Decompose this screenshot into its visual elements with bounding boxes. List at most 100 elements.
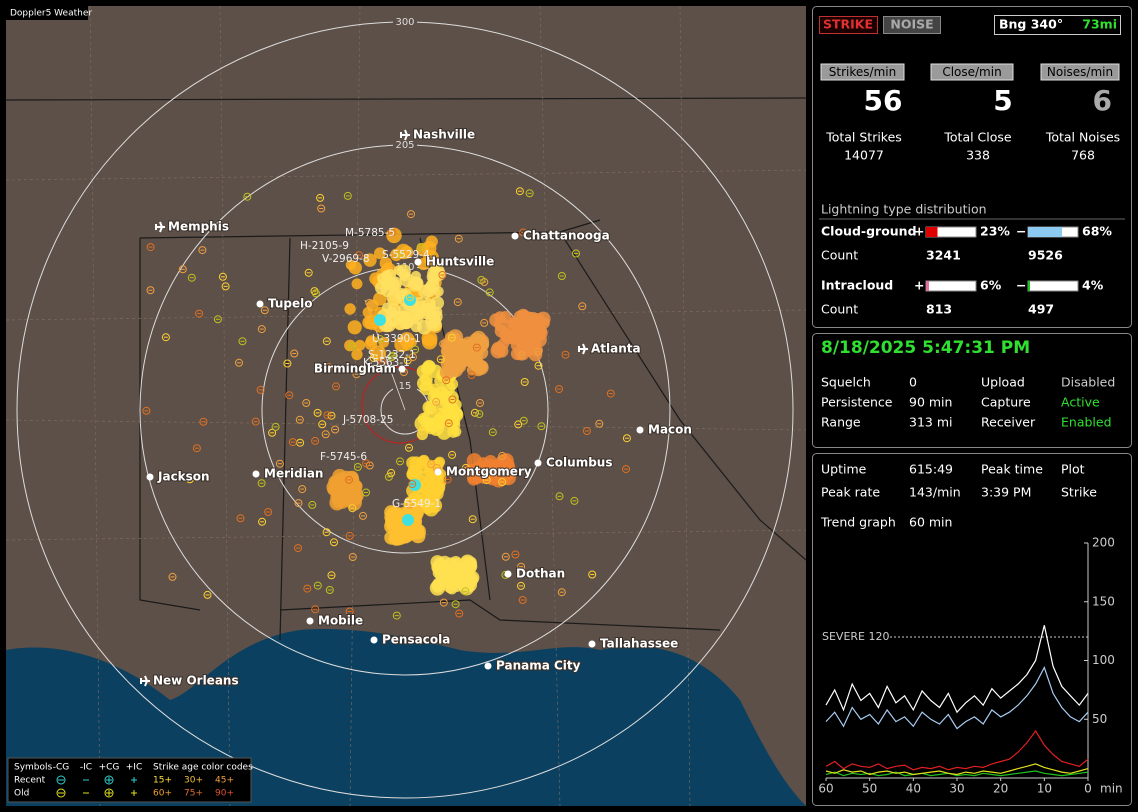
- strike-symbol: [430, 296, 445, 310]
- rate-value: 56: [864, 84, 903, 117]
- city-label: Huntsville: [426, 255, 494, 269]
- strike-symbol: [322, 337, 331, 346]
- strike-symbol: [519, 309, 531, 321]
- strike-symbol: [302, 399, 311, 407]
- city-label: Dothan: [516, 567, 565, 581]
- strike-symbol: [311, 436, 320, 445]
- strike-symbol: [146, 243, 155, 252]
- total-value: 14077: [844, 148, 884, 163]
- setting-text: Disabled: [1061, 375, 1115, 390]
- strike-symbol: [316, 193, 325, 202]
- range-label-bg: [393, 380, 417, 392]
- y-tick-label: 150: [1092, 594, 1115, 608]
- legend-age: 15+: [153, 776, 172, 786]
- strike-symbol: [447, 407, 459, 419]
- count-value: 813: [926, 302, 952, 317]
- strike-symbol: [401, 522, 415, 536]
- strike-symbol: [534, 361, 543, 370]
- strike-symbol: [582, 427, 591, 435]
- setting-text: Enabled: [1061, 415, 1112, 430]
- strike-symbol: [322, 528, 331, 537]
- percent-label: 68%: [1082, 224, 1112, 239]
- percent-bar-track: [1027, 280, 1079, 292]
- strike-symbol: [427, 266, 442, 281]
- strike-symbol: [405, 443, 413, 452]
- strike-symbol: [578, 302, 587, 311]
- city-dot: [636, 426, 644, 434]
- noise-button[interactable]: [883, 16, 941, 34]
- strike-symbol: [407, 210, 415, 219]
- rate-label: Noises/min: [1047, 65, 1113, 79]
- strike-symbol: [622, 465, 630, 474]
- strike-symbol: [444, 419, 453, 428]
- strike-symbol: [146, 286, 155, 295]
- city-label: New Orleans: [153, 674, 239, 688]
- strike-symbol: [365, 335, 378, 347]
- strike-symbol: [432, 397, 441, 406]
- strike-symbol: [324, 363, 333, 371]
- strike-symbol: [396, 457, 404, 466]
- strike-symbol: [395, 250, 404, 259]
- stat-text: 615:49: [909, 462, 953, 477]
- legend-symbol: [56, 775, 66, 785]
- strike-symbol: [435, 559, 451, 576]
- setting-text: Range: [821, 415, 861, 430]
- rate-value: 5: [993, 84, 1012, 117]
- total-label: Total Noises: [1045, 130, 1120, 145]
- strike-symbol: [525, 189, 534, 198]
- legend-age: 60+: [153, 789, 172, 799]
- stat-text: 143/min: [909, 485, 961, 500]
- strike-symbol: [423, 249, 439, 266]
- strike-symbol: [595, 419, 604, 428]
- city-label: Tupelo: [268, 297, 313, 311]
- trend-line: [825, 729, 1089, 771]
- strike-symbol: [520, 378, 529, 386]
- city-dot: [534, 459, 542, 467]
- strike-symbol: [447, 333, 456, 342]
- strike-symbol: [257, 325, 266, 334]
- strike-symbol: [275, 459, 284, 468]
- strike-symbol: [327, 571, 336, 580]
- strike-symbol: [348, 504, 357, 513]
- rate-label-box: [820, 63, 905, 81]
- storm-label: M-5785-5: [345, 227, 395, 239]
- strike-symbol: [450, 355, 462, 366]
- strike-symbol: [288, 438, 297, 447]
- strike-symbol: [344, 303, 356, 315]
- strike-symbol: [451, 600, 460, 609]
- airport-icon: [400, 129, 410, 141]
- strike-symbol: [557, 272, 566, 280]
- city-label: Meridian: [264, 467, 323, 481]
- noise-button-label: NOISE: [890, 17, 933, 32]
- strike-symbol: [454, 234, 463, 243]
- strike-symbol: [142, 406, 151, 415]
- strike-symbol: [392, 611, 401, 620]
- strike-symbol: [342, 487, 355, 500]
- strike-symbol: [362, 488, 370, 497]
- trend-line: [825, 763, 1089, 776]
- strike-symbol: [561, 350, 570, 359]
- strike-button[interactable]: [819, 16, 878, 34]
- percent-bar: [1028, 227, 1062, 237]
- total-label: Total Close: [943, 130, 1012, 145]
- strike-symbol: [402, 514, 414, 526]
- strike-symbol: [348, 342, 357, 351]
- x-tick-label: 60: [818, 782, 833, 796]
- strike-symbol: [507, 316, 522, 330]
- strike-symbol: [622, 434, 631, 443]
- percent-label: 23%: [980, 224, 1010, 239]
- strike-symbol: [410, 524, 425, 539]
- stat-text: Strike: [1061, 485, 1097, 500]
- strike-symbol: [532, 323, 547, 338]
- city-label: Memphis: [168, 220, 229, 234]
- city-dot: [414, 258, 422, 266]
- strike-symbol: [353, 463, 362, 471]
- strike-symbol: [323, 411, 332, 420]
- strike-symbol: [489, 313, 503, 327]
- strike-symbol: [271, 422, 280, 431]
- legend-age: 75+: [184, 789, 203, 799]
- strike-symbol: [294, 499, 303, 508]
- strike-symbol: [422, 283, 437, 298]
- strike-symbol: [352, 370, 361, 379]
- setting-text: Upload: [981, 375, 1025, 390]
